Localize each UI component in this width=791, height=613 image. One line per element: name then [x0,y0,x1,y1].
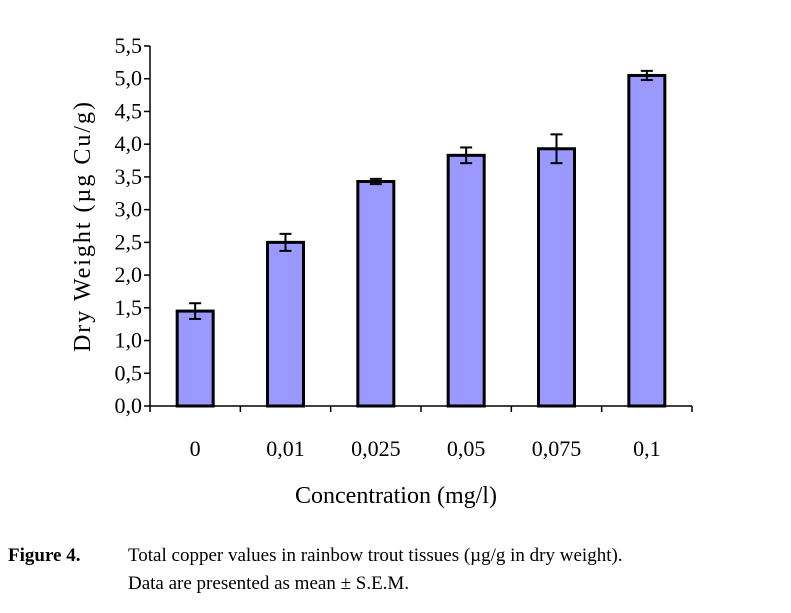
bar [537,147,576,408]
x-axis-title: Concentration (mg/l) [295,483,497,509]
figure-caption: Figure 4. Total copper values in rainbow… [8,542,623,598]
y-tick-label: 3,5 [115,164,143,189]
y-tick-label: 2,5 [115,229,143,254]
y-tick-label: 5,5 [115,33,143,58]
bar [175,309,215,408]
caption-line-2: Data are presented as mean ± S.E.M. [128,573,410,594]
y-tick-label: 3,0 [115,197,143,222]
x-axis-ticks: 0 0,01 0,025 0,05 0,075 0,1 [149,406,693,461]
x-tick-label: 0,1 [633,436,661,461]
bar [356,179,396,408]
caption-line-1: Total copper values in rainbow trout tis… [128,545,623,566]
y-tick-label: 1,5 [115,295,143,320]
y-tick-label: 0,0 [115,393,143,418]
y-tick-label: 1,0 [115,328,143,353]
x-tick-label: 0 [190,436,201,461]
bar [446,153,486,408]
bar [627,73,667,408]
y-tick-label: 5,0 [115,66,143,91]
caption-label: Figure 4. [8,545,81,566]
y-tick-label: 2,0 [115,262,143,287]
x-tick-label: 0,01 [266,436,305,461]
x-tick-label: 0,075 [532,436,582,461]
y-axis-title: Dry Weight (µg Cu/g) [70,100,96,352]
y-tick-label: 0,5 [115,360,143,385]
error-bars-group [189,69,653,320]
bars-group [175,73,667,408]
y-tick-label: 4,5 [115,98,143,123]
x-tick-label: 0,025 [351,436,401,461]
bar [266,240,305,408]
x-tick-label: 0,05 [447,436,486,461]
y-axis-ticks: 0,0 0,5 1,0 1,5 2,0 2,5 3,0 3,5 4,0 4,5 5,0 5,5 [115,33,150,418]
bar-chart: 0,0 0,5 1,0 1,5 2,0 2,5 3,0 3,5 4,0 4,5 5,0 5,5 0 0,… [70,33,693,509]
y-tick-label: 4,0 [115,131,143,156]
